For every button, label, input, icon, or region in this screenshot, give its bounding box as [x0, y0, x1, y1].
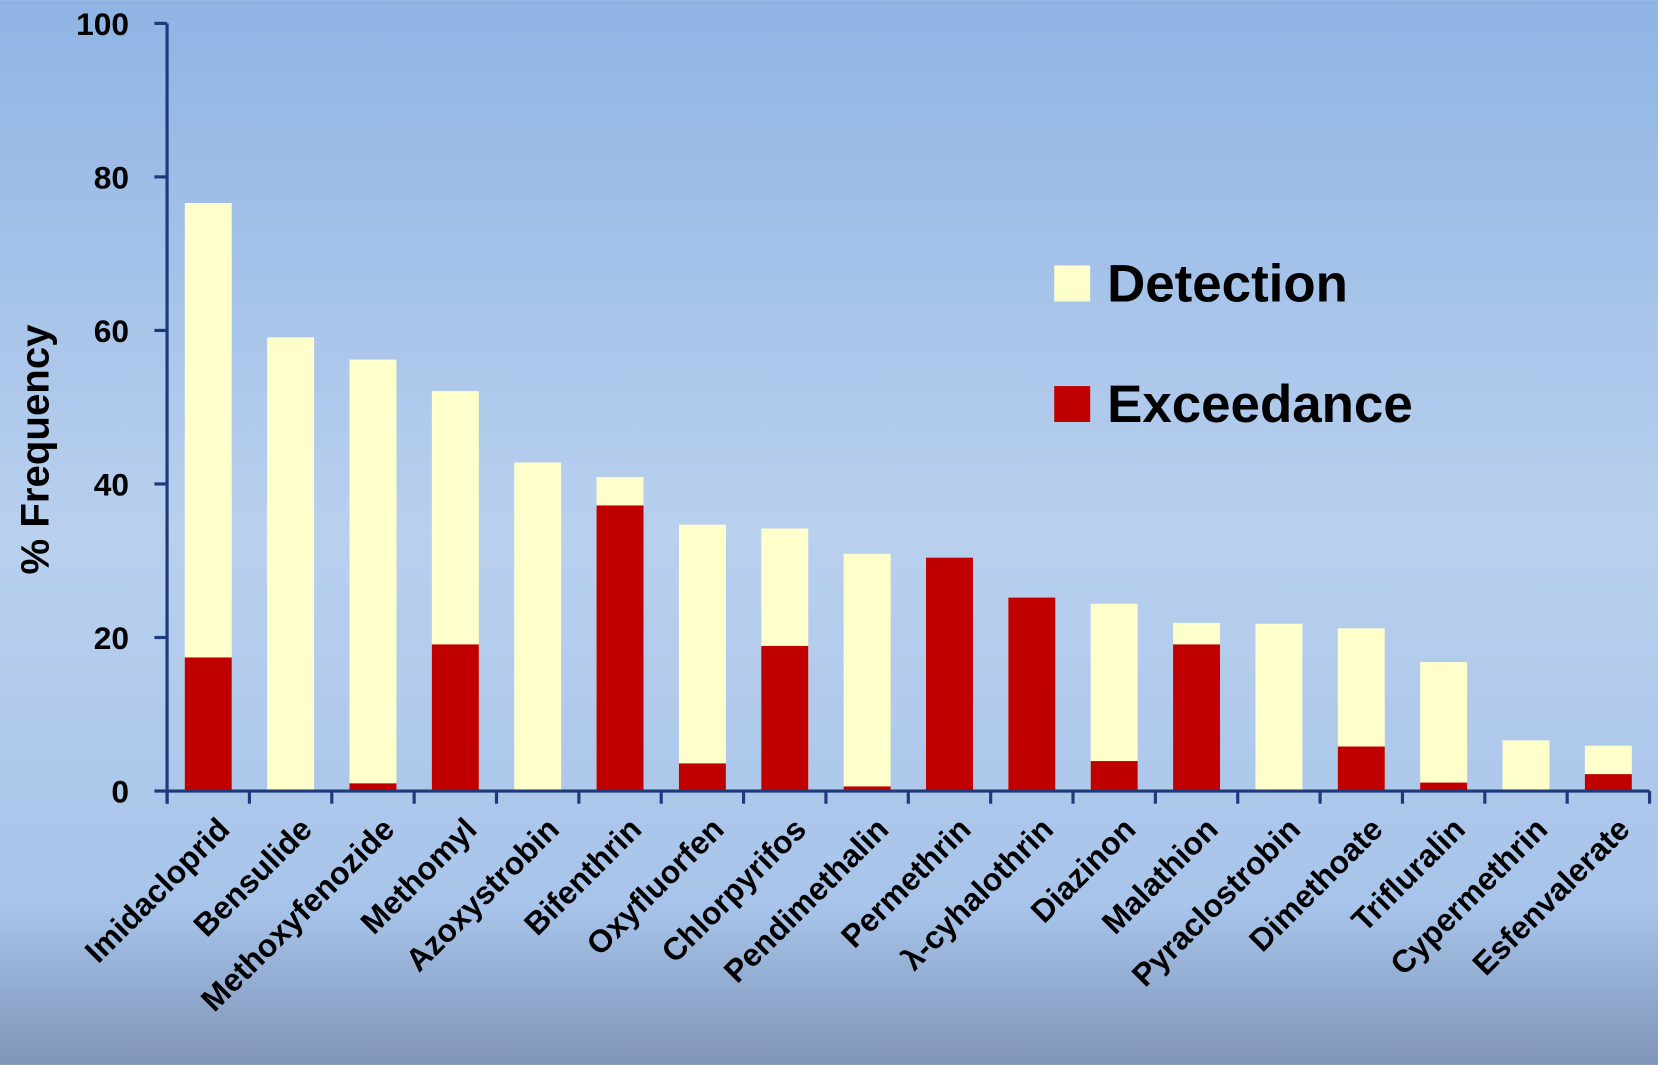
bar	[349, 783, 397, 792]
bar	[267, 337, 315, 792]
y-axis-title: % Frequency	[13, 324, 58, 575]
bar	[1584, 774, 1632, 792]
y-tick-label: 0	[111, 774, 129, 810]
bar	[1008, 597, 1056, 792]
bar	[843, 786, 891, 792]
bar	[431, 644, 479, 792]
bar	[926, 557, 973, 792]
bar	[1173, 644, 1221, 792]
bar	[1090, 603, 1138, 792]
legend-swatch	[1054, 265, 1091, 302]
bar	[1420, 662, 1468, 792]
bar	[1337, 746, 1385, 792]
y-tick-label: 100	[76, 6, 129, 42]
bar	[1420, 782, 1468, 792]
bar	[678, 524, 726, 792]
y-tick-label: 60	[94, 313, 129, 349]
bar	[1255, 623, 1303, 792]
bar	[596, 505, 644, 792]
bar	[678, 763, 726, 792]
legend-label: Detection	[1107, 254, 1348, 313]
bar	[843, 553, 891, 792]
y-tick-label: 20	[94, 620, 129, 656]
y-tick-label: 40	[94, 467, 129, 503]
bar	[1502, 740, 1550, 792]
bar	[349, 359, 397, 792]
legend-label: Exceedance	[1107, 375, 1413, 434]
bar	[1090, 761, 1138, 792]
bar	[514, 462, 562, 792]
y-tick-label: 80	[94, 160, 129, 196]
bar	[761, 645, 809, 792]
legend-swatch	[1054, 386, 1091, 423]
bar	[184, 657, 232, 792]
